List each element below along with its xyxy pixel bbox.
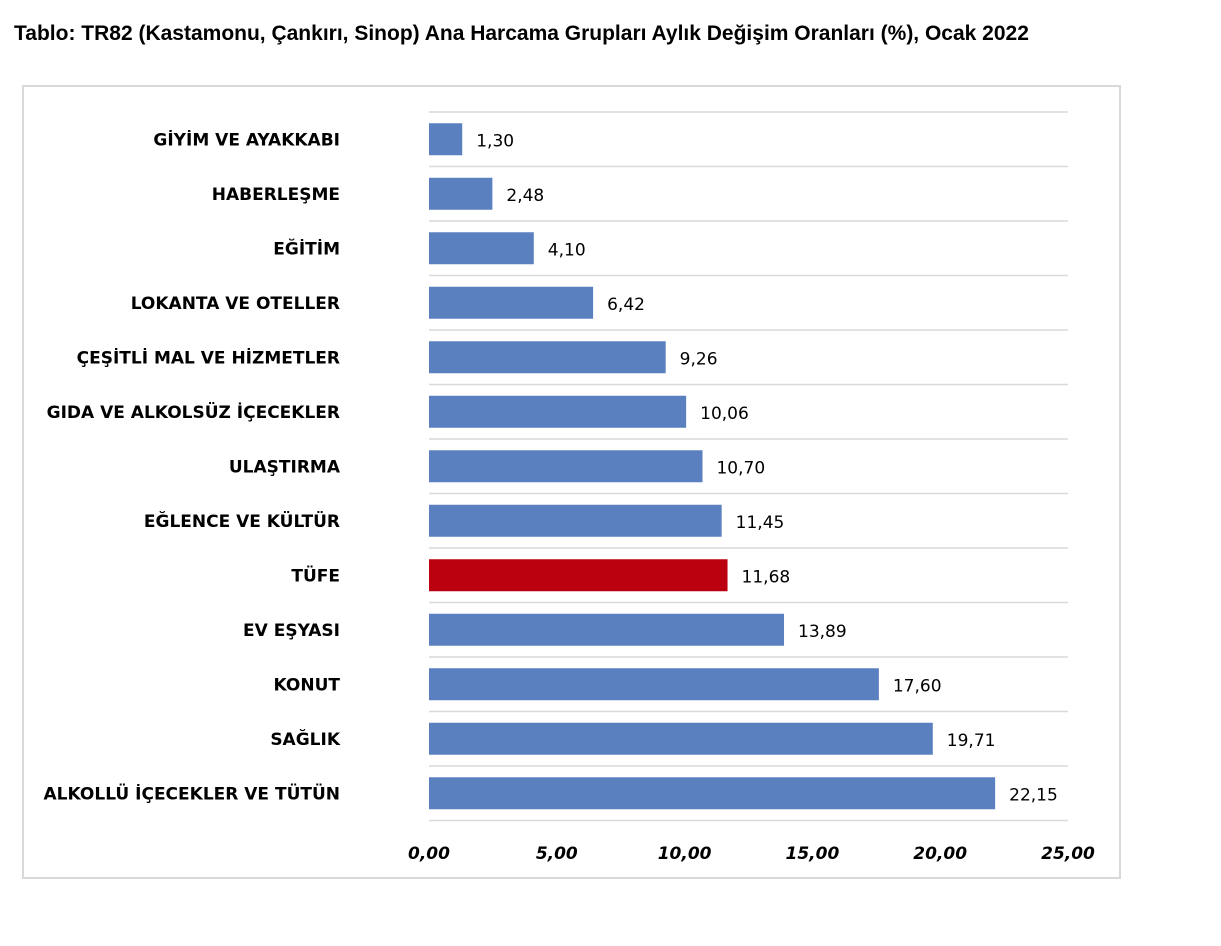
category-label: GİYİM VE AYAKKABI xyxy=(153,128,340,150)
data-label: 10,70 xyxy=(716,458,765,478)
bar xyxy=(429,177,493,210)
category-label: ÇEŞİTLİ MAL VE HİZMETLER xyxy=(77,346,340,368)
data-label: 6,42 xyxy=(607,295,645,315)
bar xyxy=(429,395,687,428)
bar xyxy=(429,450,703,483)
data-label: 9,26 xyxy=(680,349,718,369)
category-label: ULAŞTIRMA xyxy=(229,457,341,477)
x-tick-label: 5,00 xyxy=(536,844,578,864)
category-label: EĞLENCE VE KÜLTÜR xyxy=(144,510,340,532)
category-label: TÜFE xyxy=(291,564,340,586)
bar xyxy=(429,504,722,537)
bar xyxy=(429,286,594,319)
data-label: 1,30 xyxy=(476,131,514,151)
x-tick-label: 20,00 xyxy=(913,844,967,864)
category-label: SAĞLIK xyxy=(270,728,341,750)
bar xyxy=(429,777,996,810)
page-title: Tablo: TR82 (Kastamonu, Çankırı, Sinop) … xyxy=(14,22,1029,45)
category-label: KONUT xyxy=(274,675,341,695)
category-label: ALKOLLÜ İÇECEKLER VE TÜTÜN xyxy=(44,782,340,804)
bar xyxy=(429,722,933,755)
category-label: GIDA VE ALKOLSÜZ İÇECEKLER xyxy=(47,401,340,423)
bar xyxy=(429,232,534,265)
data-label: 4,10 xyxy=(548,240,586,260)
data-label: 2,48 xyxy=(506,186,544,206)
data-label: 11,45 xyxy=(736,513,785,533)
data-label: 13,89 xyxy=(798,622,847,642)
bar xyxy=(429,559,728,592)
bar xyxy=(429,341,666,374)
x-tick-label: 0,00 xyxy=(408,844,450,864)
chart-frame xyxy=(22,85,1121,879)
category-label: HABERLEŞME xyxy=(212,185,340,205)
x-tick-label: 10,00 xyxy=(658,844,712,864)
data-label: 17,60 xyxy=(893,676,942,696)
x-tick-label: 25,00 xyxy=(1041,844,1095,864)
category-label: EĞİTİM xyxy=(273,237,340,259)
data-label: 22,15 xyxy=(1009,785,1058,805)
bar xyxy=(429,668,879,701)
data-label: 11,68 xyxy=(742,567,791,587)
category-label: EV EŞYASI xyxy=(243,621,340,641)
bar xyxy=(429,613,785,646)
data-label: 10,06 xyxy=(700,404,749,424)
x-tick-label: 15,00 xyxy=(786,844,840,864)
bar xyxy=(429,123,463,156)
category-label: LOKANTA VE OTELLER xyxy=(131,294,340,314)
data-label: 19,71 xyxy=(947,731,996,751)
